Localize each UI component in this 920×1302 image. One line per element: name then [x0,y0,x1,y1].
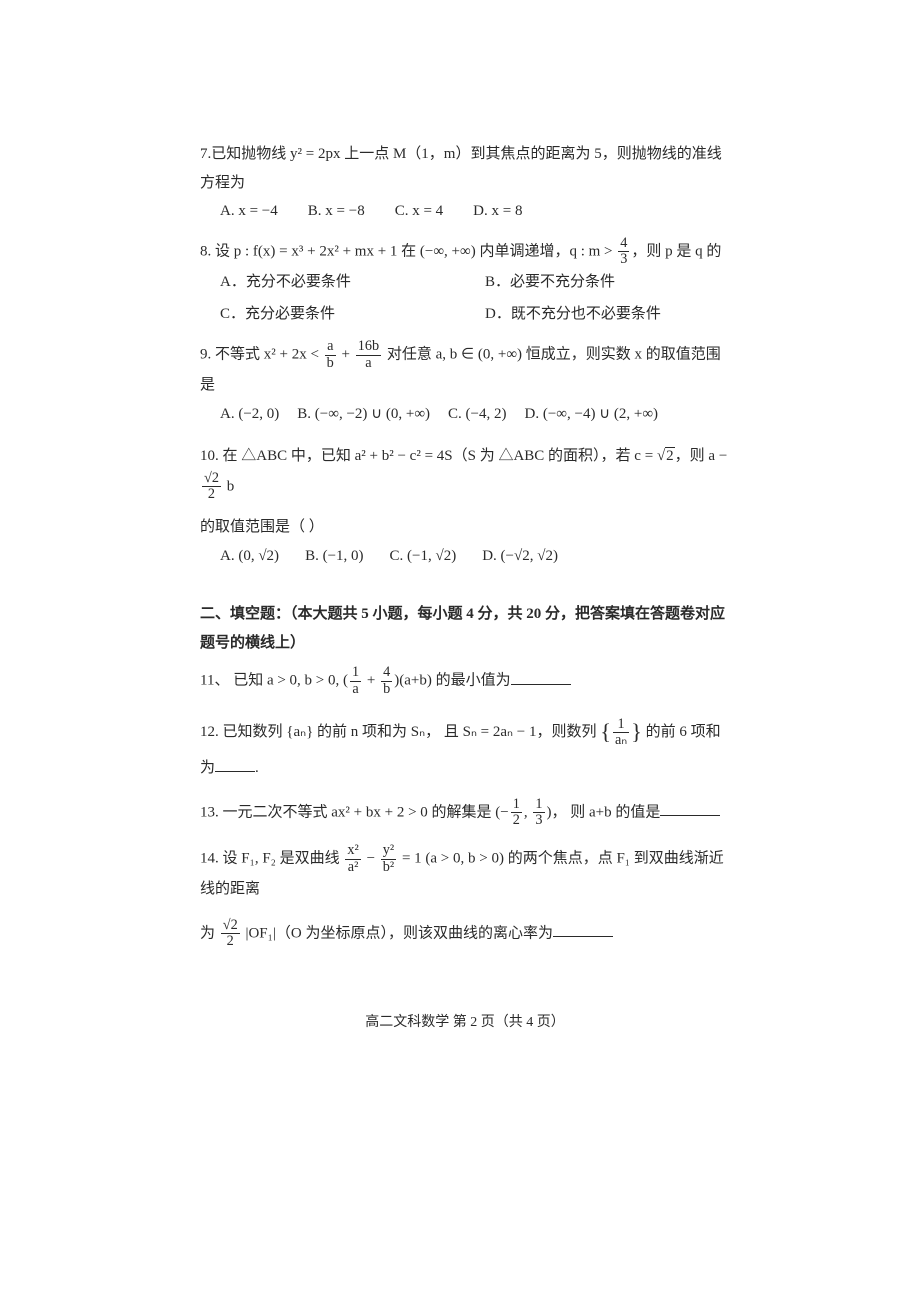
q10-options: A. (0, √2) B. (−1, 0) C. (−1, √2) D. (−√… [200,542,730,571]
q14-blank [553,921,613,937]
q7-opt-d: D. x = 8 [473,197,522,226]
q14-of1: |OF₁|（O 为坐标原点），则该双曲线的离心率为 [242,925,553,941]
q13-post: )， 则 a+b 的值是 [547,804,661,820]
question-11: 11、 已知 a > 0, b > 0, (1a + 4b)(a+b) 的最小值… [200,665,730,697]
q7-opt-b: B. x = −8 [308,197,365,226]
frac-num: 1 [533,797,544,814]
q9-prompt-pre: 9. 不等式 x² + 2x < [200,346,323,362]
q7-prompt: 7.已知抛物线 y² = 2px 上一点 M（1，m）到其焦点的距离为 5，则抛… [200,140,730,197]
frac-num: √2 [221,918,240,935]
q14-frac-sqrt: √22 [221,918,240,950]
q9-options: A. (−2, 0) B. (−∞, −2) ∪ (0, +∞) C. (−4,… [200,400,730,429]
q14-minus: − [363,851,379,867]
page-footer: 高二文科数学 第 2 页（共 4 页） [200,1010,730,1037]
q9-opt-c: C. (−4, 2) [448,400,506,429]
q8-opt-d: D．既不充分也不必要条件 [485,300,730,329]
q10-prompt: 10. 在 △ABC 中，已知 a² + b² − c² = 4S（S 为 △A… [200,442,730,503]
question-8: 8. 设 p : f(x) = x³ + 2x² + mx + 1 在 (−∞,… [200,236,730,329]
question-12: 12. 已知数列 {aₙ} 的前 n 项和为 Sₙ， 且 Sₙ = 2aₙ − … [200,711,730,782]
q11-blank [511,669,571,685]
q8-frac: 43 [618,236,629,268]
frac-den: b² [381,860,396,876]
q9-opt-b: B. (−∞, −2) ∪ (0, +∞) [297,400,430,429]
q14-pre: 14. 设 F₁, F₂ 是双曲线 [200,851,343,867]
q12-pre: 12. 已知数列 {aₙ} 的前 n 项和为 Sₙ， 且 Sₙ = 2aₙ − … [200,724,600,740]
q9-opt-a: A. (−2, 0) [220,400,279,429]
frac-den: 3 [533,813,544,829]
frac-num: 1 [511,797,522,814]
q9-frac2: 16ba [356,339,381,371]
q10-line2: 的取值范围是（ ） [200,513,730,542]
q7-opt-a: A. x = −4 [220,197,278,226]
q10-prompt-pre: 10. 在 △ABC 中，已知 a² + b² − c² = 4S（S 为 △A… [200,448,657,464]
frac-num: 16b [356,339,381,356]
section-2-heading: 二、填空题：（本大题共 5 小题，每小题 4 分，共 20 分，把答案填在答题卷… [200,600,730,657]
question-14: 14. 设 F₁, F₂ 是双曲线 x²a² − y²b² = 1 (a > 0… [200,843,730,950]
frac-den: aₙ [613,733,629,749]
q12-blank [215,756,255,772]
q7-options: A. x = −4 B. x = −8 C. x = 4 D. x = 8 [200,197,730,226]
q11-plus: + [363,673,379,689]
q10-post: b [223,478,234,494]
q13-blank [660,800,720,816]
frac-num: a [325,339,336,356]
frac-num: √2 [202,471,221,488]
frac-num: 4 [381,665,392,682]
frac-num: 4 [618,236,629,253]
frac-den: b [381,682,392,698]
q13-comma: , [524,804,532,820]
q12-frac: 1aₙ [613,717,629,749]
q12-brace-close: } [631,719,642,744]
frac-den: a² [345,860,360,876]
q11-frac2: 4b [381,665,392,697]
q10-opt-c: C. (−1, √2) [390,542,457,571]
frac-num: 1 [613,717,629,734]
q8-prompt: 8. 设 p : f(x) = x³ + 2x² + mx + 1 在 (−∞,… [200,236,730,268]
frac-num: x² [345,843,360,860]
q10-opt-b: B. (−1, 0) [305,542,363,571]
q9-prompt: 9. 不等式 x² + 2x < ab + 16ba 对任意 a, b ∈ (0… [200,339,730,400]
frac-num: y² [381,843,396,860]
q11-post: )(a+b) 的最小值为 [394,673,510,689]
q7-opt-c: C. x = 4 [395,197,443,226]
frac-den: 2 [511,813,522,829]
question-9: 9. 不等式 x² + 2x < ab + 16ba 对任意 a, b ∈ (0… [200,339,730,428]
frac-den: 2 [202,487,221,503]
q12-brace-open: { [600,719,611,744]
q14-line2: 为 √22 |OF₁|（O 为坐标原点），则该双曲线的离心率为 [200,918,730,950]
question-10: 10. 在 △ABC 中，已知 a² + b² − c² = 4S（S 为 △A… [200,442,730,570]
question-13: 13. 一元二次不等式 ax² + bx + 2 > 0 的解集是 (−12, … [200,797,730,829]
q8-opt-c: C．充分必要条件 [220,300,465,329]
frac-den: 3 [618,252,629,268]
q13-frac1: 12 [511,797,522,829]
q14-fracx: x²a² [345,843,360,875]
q12-dot: . [255,760,259,776]
q13-frac2: 13 [533,797,544,829]
q8-options: A．充分不必要条件 B．必要不充分条件 C．充分必要条件 D．既不充分也不必要条… [200,268,730,329]
frac-den: a [356,356,381,372]
frac-den: a [350,682,361,698]
frac-den: b [325,356,336,372]
q11-frac1: 1a [350,665,361,697]
frac-den: 2 [221,934,240,950]
q9-frac1: ab [325,339,336,371]
q11-pre: 11、 已知 a > 0, b > 0, ( [200,673,348,689]
frac-num: 1 [350,665,361,682]
q14-line1: 14. 设 F₁, F₂ 是双曲线 x²a² − y²b² = 1 (a > 0… [200,843,730,904]
q8-opt-a: A．充分不必要条件 [220,268,465,297]
q10-frac: √22 [202,471,221,503]
q10-mid: ，则 a − [675,448,728,464]
q8-prompt-pre: 8. 设 p : f(x) = x³ + 2x² + mx + 1 在 (−∞,… [200,243,616,259]
q13-pre: 13. 一元二次不等式 ax² + bx + 2 > 0 的解集是 (− [200,804,509,820]
q10-opt-d: D. (−√2, √2) [482,542,558,571]
q8-opt-b: B．必要不充分条件 [485,268,730,297]
question-7: 7.已知抛物线 y² = 2px 上一点 M（1，m）到其焦点的距离为 5，则抛… [200,140,730,226]
q14-line2-pre: 为 [200,925,219,941]
q9-opt-d: D. (−∞, −4) ∪ (2, +∞) [525,400,659,429]
q9-plus: + [338,346,354,362]
q14-fracy: y²b² [381,843,396,875]
q10-opt-a: A. (0, √2) [220,542,279,571]
q10-sqrt: 2 [665,447,675,464]
q8-prompt-post: ，则 p 是 q 的 [631,243,721,259]
